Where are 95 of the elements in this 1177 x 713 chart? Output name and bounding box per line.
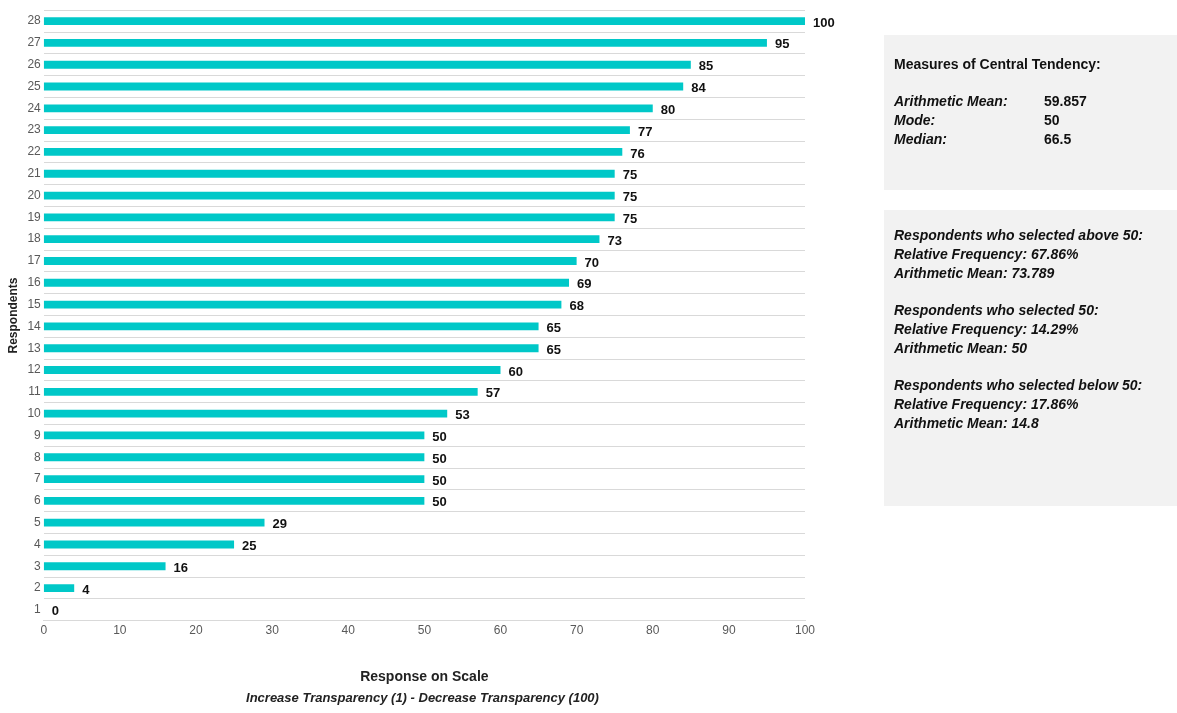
data-label: 0 [51,603,59,619]
y-tick-label: 2 [34,580,42,595]
data-label: 75 [622,189,638,205]
bar [43,17,805,26]
y-tick-label: 15 [27,296,42,311]
data-label: 57 [485,385,501,401]
x-tick-label: 0 [40,623,48,638]
y-tick-label: 21 [27,166,42,181]
y-tick-label: 26 [27,57,42,72]
bar [43,278,570,287]
x-tick-label: 70 [569,623,584,638]
x-tick-label: 80 [646,623,660,638]
text: Respondents who selected above 50: Relative Frequency: 67.86% Arithmetic Mean: 73.789 Respondents who selected 50: Relative Frequency: 14.29% Arithmetic Mean: 50 Respondents who selected below 50: Relative Frequency: 17.86% Arithmetic Mean: 14.8 [894,227,1143,431]
bar [43,300,562,309]
bar [43,38,767,47]
y-tick-label: 13 [27,340,42,355]
data-label: 80 [660,101,676,117]
data-label: 70 [584,254,600,270]
x-tick-label: 100 [794,623,816,638]
data-label: 53 [455,407,470,423]
y-tick-label: 12 [27,362,42,377]
y-tick-label: 8 [34,449,42,464]
x-tick-label: 50 [417,623,432,638]
bar [43,213,615,222]
data-label: 25 [242,538,257,554]
y-tick-label: 24 [27,100,42,115]
data-label: 68 [569,298,584,314]
data-label: 65 [546,319,562,335]
data-label: 73 [607,232,622,248]
data-label: 50 [432,494,447,510]
x-tick-label: 60 [493,623,508,638]
y-tick-label: 14 [27,318,42,333]
bar [43,257,577,265]
data-label: 77 [637,123,653,139]
bar [43,387,478,396]
x-tick-label: 20 [189,623,203,638]
data-label: 29 [272,516,287,532]
y-tick-label: 6 [34,493,42,508]
data-label: 16 [173,559,189,575]
y-tick-label: 5 [34,514,42,529]
y-tick-label: 19 [27,209,42,224]
data-label: 69 [577,276,592,292]
bar [43,409,448,418]
y-tick-label: 4 [34,536,42,551]
data-label: 75 [622,210,638,226]
y-tick-label: 3 [34,558,42,573]
y-tick-label: 25 [27,78,42,93]
bar [43,60,691,69]
data-label: 50 [432,450,447,466]
bar [43,518,265,527]
text: Measures of Central Tendency: Arithmetic Mean: 59.857 Mode: 50 Median: 66.5 [894,56,1101,147]
bar [43,104,653,113]
y-tick-label: 27 [27,35,42,50]
x-tick-label: 90 [722,623,736,638]
data-label: 50 [432,472,447,488]
x-axis-title: Response on Scale [360,668,489,685]
y-tick-label: 11 [28,384,42,399]
text: Increase Transparency (1) - Decrease Transparency (100) [245,690,600,705]
bar [43,235,600,244]
bar [43,475,425,483]
y-tick-label: 1 [34,602,42,617]
x-tick-label: 30 [265,623,280,638]
bar [43,322,539,331]
bar [43,344,539,353]
bar [43,453,425,462]
bar [43,148,623,156]
data-label: 50 [432,429,447,445]
bar [43,366,501,374]
data-label: 76 [630,145,645,161]
data-label: 85 [698,58,714,74]
bar [43,562,166,571]
y-tick-label: 18 [27,231,42,246]
data-label: 4 [82,581,91,597]
y-tick-label: 16 [27,275,42,290]
data-label: 75 [622,167,638,183]
bar [43,126,630,135]
y-tick-label: 28 [27,13,42,28]
bar [43,169,615,178]
data-label: 84 [691,80,707,96]
y-tick-label: 7 [34,471,42,486]
y-tick-label: 22 [27,144,42,159]
y-tick-label: 20 [27,187,42,202]
data-label: 60 [508,363,523,379]
x-tick-label: 40 [341,623,356,638]
data-label: 100 [813,14,835,30]
data-label: 65 [546,341,562,357]
bar [43,584,75,593]
y-tick-label: 9 [34,427,42,442]
bar [43,496,425,505]
data-label: 95 [774,36,790,52]
y-axis-title: Respondents [5,277,20,354]
x-tick-label: 10 [113,623,127,638]
y-tick-label: 10 [27,405,42,420]
y-tick-label: 23 [27,122,42,137]
y-tick-label: 17 [27,253,42,268]
